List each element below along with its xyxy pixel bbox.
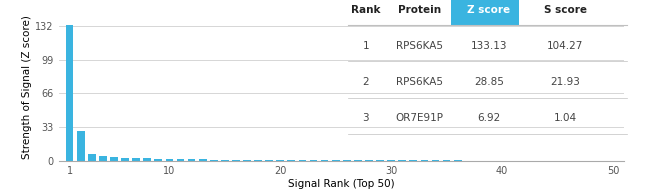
Bar xyxy=(465,160,473,161)
Bar xyxy=(166,159,174,161)
Bar xyxy=(454,160,462,161)
Text: 21.93: 21.93 xyxy=(551,77,580,87)
Text: S score: S score xyxy=(544,5,587,15)
Bar xyxy=(476,160,484,161)
Text: Protein: Protein xyxy=(398,5,441,15)
Text: 104.27: 104.27 xyxy=(547,41,584,51)
Bar xyxy=(232,160,240,161)
Bar xyxy=(143,158,151,161)
Bar xyxy=(432,160,439,161)
Text: Z score: Z score xyxy=(467,5,510,15)
Bar xyxy=(509,160,517,161)
Bar xyxy=(276,160,284,161)
Bar xyxy=(343,160,351,161)
Bar xyxy=(265,160,273,161)
Bar xyxy=(199,160,207,161)
Text: RPS6KA5: RPS6KA5 xyxy=(396,41,443,51)
Text: 3: 3 xyxy=(363,113,369,123)
Bar xyxy=(121,158,129,161)
Bar xyxy=(287,160,295,161)
Bar xyxy=(354,160,362,161)
Text: 28.85: 28.85 xyxy=(474,77,504,87)
Text: 6.92: 6.92 xyxy=(477,113,500,123)
Bar xyxy=(332,160,339,161)
Text: RPS6KA5: RPS6KA5 xyxy=(396,77,443,87)
Bar xyxy=(155,159,162,161)
Text: 1: 1 xyxy=(363,41,369,51)
Y-axis label: Strength of Signal (Z score): Strength of Signal (Z score) xyxy=(22,15,32,159)
Bar xyxy=(210,160,218,161)
Text: 1.04: 1.04 xyxy=(554,113,577,123)
Bar xyxy=(243,160,251,161)
Bar xyxy=(309,160,317,161)
Bar xyxy=(177,159,185,161)
Bar xyxy=(298,160,306,161)
Text: 2: 2 xyxy=(363,77,369,87)
Bar xyxy=(99,156,107,161)
Bar xyxy=(88,154,96,161)
FancyBboxPatch shape xyxy=(451,0,519,25)
Text: OR7E91P: OR7E91P xyxy=(395,113,443,123)
Text: 133.13: 133.13 xyxy=(471,41,507,51)
Text: Rank: Rank xyxy=(351,5,381,15)
Bar xyxy=(498,160,506,161)
Bar xyxy=(365,160,373,161)
Bar xyxy=(487,160,495,161)
X-axis label: Signal Rank (Top 50): Signal Rank (Top 50) xyxy=(288,178,395,189)
Bar xyxy=(188,159,196,161)
Bar xyxy=(254,160,262,161)
Bar xyxy=(66,25,73,161)
Bar xyxy=(77,131,85,161)
Bar xyxy=(221,160,229,161)
Bar xyxy=(110,157,118,161)
Bar xyxy=(376,160,384,161)
Bar xyxy=(421,160,428,161)
Bar xyxy=(410,160,417,161)
Bar xyxy=(443,160,450,161)
Bar xyxy=(320,160,328,161)
Bar xyxy=(132,158,140,161)
Bar xyxy=(387,160,395,161)
Bar xyxy=(398,160,406,161)
